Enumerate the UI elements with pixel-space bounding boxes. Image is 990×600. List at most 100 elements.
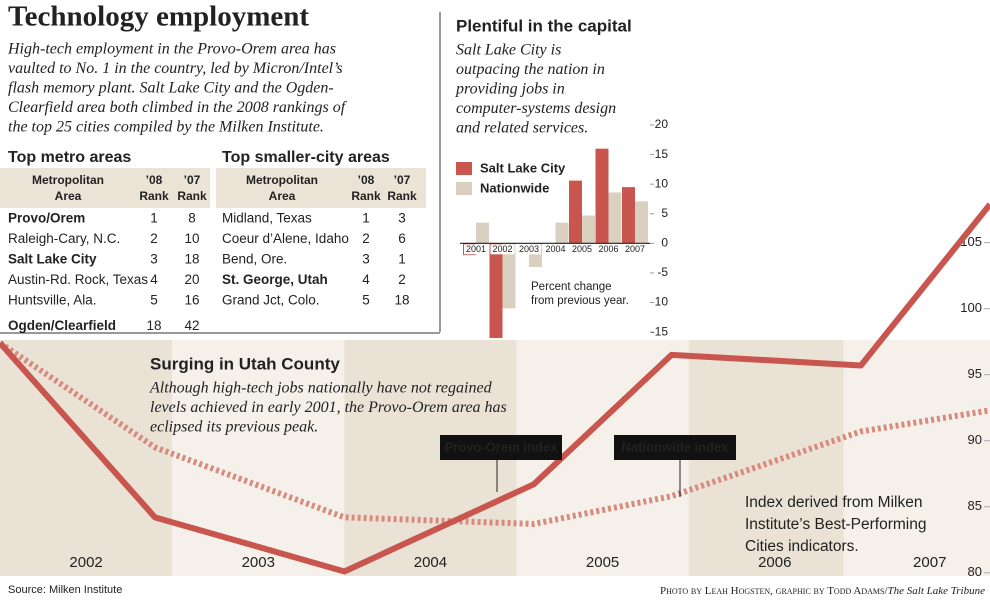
x-tick-label: 2001	[466, 244, 486, 254]
rank-08: 5	[150, 293, 158, 308]
x-label-bg	[596, 244, 621, 255]
title: Technology employment	[8, 1, 309, 33]
y-tick-label: 95	[968, 366, 982, 381]
x-tick-label: 2006	[598, 244, 618, 254]
series-line	[0, 202, 990, 575]
column-header: Rank	[351, 189, 381, 203]
x-tick-label: 2007	[913, 554, 946, 571]
area-name: Bend, Ore.	[222, 252, 287, 267]
chart-text: outpacing the nation in	[456, 61, 605, 78]
note: Institute’s Best-Performing	[745, 516, 926, 533]
y-tick-label: 80	[968, 564, 982, 579]
rank-08: 4	[150, 272, 158, 287]
annotation: Percent change	[531, 281, 612, 293]
y-tick-label: 15	[655, 147, 669, 161]
area-name: St. George, Utah	[222, 272, 328, 287]
column-header: ’08	[358, 173, 375, 187]
x-label-bg	[623, 244, 647, 255]
source: Source: Milken Institute	[8, 584, 122, 596]
area-name: Huntsville, Ala.	[8, 293, 97, 308]
bar	[582, 215, 595, 244]
chart-title: Plentiful in the capital	[456, 16, 632, 35]
rank-07: 42	[184, 318, 199, 333]
x-tick-label: 2005	[572, 244, 592, 254]
legend-label: Nationwide	[480, 180, 549, 195]
table-title: Top smaller-city areas	[222, 149, 390, 166]
area-name: Austin-Rd. Rock, Texas	[8, 272, 148, 287]
rank-07: 18	[394, 293, 409, 308]
rank-08: 5	[362, 293, 370, 308]
annotation: from previous year.	[531, 295, 629, 307]
area-name: Grand Jct, Colo.	[222, 293, 320, 308]
note: Cities indicators.	[745, 538, 859, 555]
rank-08: 3	[362, 252, 370, 267]
chart-text: providing jobs in	[455, 81, 565, 98]
series-line	[0, 340, 990, 527]
x-label-bg	[543, 244, 568, 255]
rank-08: 1	[362, 211, 370, 226]
bar	[502, 243, 516, 309]
rank-07: 8	[188, 211, 196, 226]
year-band	[172, 340, 345, 576]
y-tick-label: 85	[968, 498, 982, 513]
chart-text: Although high-tech jobs nationally have …	[149, 380, 493, 397]
chart-text: levels achieved in early 2001, the Provo…	[150, 399, 507, 416]
chart-text: computer-systems design	[456, 100, 616, 117]
y-tick-label: -5	[657, 265, 668, 279]
x-tick-label: 2003	[242, 554, 275, 571]
series-label: Nationwide index	[622, 439, 730, 454]
credit-text: Photo by Leah Hogsten, graphic by Todd A…	[660, 585, 889, 597]
x-tick-label: 2002	[492, 244, 512, 254]
rank-08: 1	[150, 211, 158, 226]
rank-08: 18	[146, 318, 161, 333]
rank-07: 1	[398, 252, 406, 267]
chart-text: Salt Lake City is	[456, 42, 561, 59]
bar	[555, 222, 569, 244]
callout-box	[440, 435, 562, 460]
x-label-bg	[570, 244, 594, 255]
chart-title: Surging in Utah County	[150, 354, 340, 373]
rank-07: 20	[184, 272, 199, 287]
rank-08: 3	[150, 252, 158, 267]
column-header: Rank	[139, 189, 169, 203]
intro-text: vaulted to No. 1 in the country, led by …	[8, 60, 343, 77]
x-tick-label: 2007	[625, 244, 645, 254]
publication: The Salt Lake Tribune	[888, 585, 986, 597]
column-header: Metropolitan	[246, 173, 318, 187]
column-header: ’07	[184, 173, 201, 187]
x-tick-label: 2004	[414, 554, 447, 571]
table-header-bg	[216, 168, 426, 208]
rank-07: 6	[398, 231, 406, 246]
area-name: Raleigh-Cary, N.C.	[8, 231, 120, 246]
legend-swatch	[456, 162, 472, 175]
y-tick-label: 10	[655, 176, 669, 190]
rank-07: 16	[184, 293, 199, 308]
column-header: Area	[269, 189, 296, 203]
bar	[595, 148, 609, 244]
x-tick-label: 2005	[586, 554, 619, 571]
note: Index derived from Milken	[745, 494, 922, 511]
legend-swatch	[456, 182, 472, 195]
y-tick-label: 0	[661, 236, 668, 250]
rank-08: 2	[362, 231, 370, 246]
year-band	[843, 340, 990, 576]
x-tick-label: 2004	[545, 244, 565, 254]
series-label: Provo-Orem index	[445, 439, 558, 454]
credit: Photo by Leah Hogsten, graphic by Todd A…	[660, 585, 985, 597]
x-label-bg	[464, 244, 488, 255]
column-header: ’07	[394, 173, 411, 187]
area-name: Provo/Orem	[8, 211, 85, 226]
intro-text: Clearfield area both climbed in the 2008…	[8, 99, 348, 116]
y-tick-label: 90	[968, 432, 982, 447]
x-tick-label: 2002	[69, 554, 102, 571]
area-name: Coeur d’Alene, Idaho	[222, 231, 349, 246]
column-header: Rank	[387, 189, 417, 203]
y-tick-label: 5	[661, 206, 668, 220]
column-header: ’08	[146, 173, 163, 187]
x-label-bg	[490, 244, 515, 255]
area-name: Ogden/Clearfield	[8, 318, 116, 333]
bar	[569, 180, 582, 244]
chart-text: eclipsed its previous peak.	[150, 419, 318, 436]
rank-08: 4	[362, 272, 370, 287]
